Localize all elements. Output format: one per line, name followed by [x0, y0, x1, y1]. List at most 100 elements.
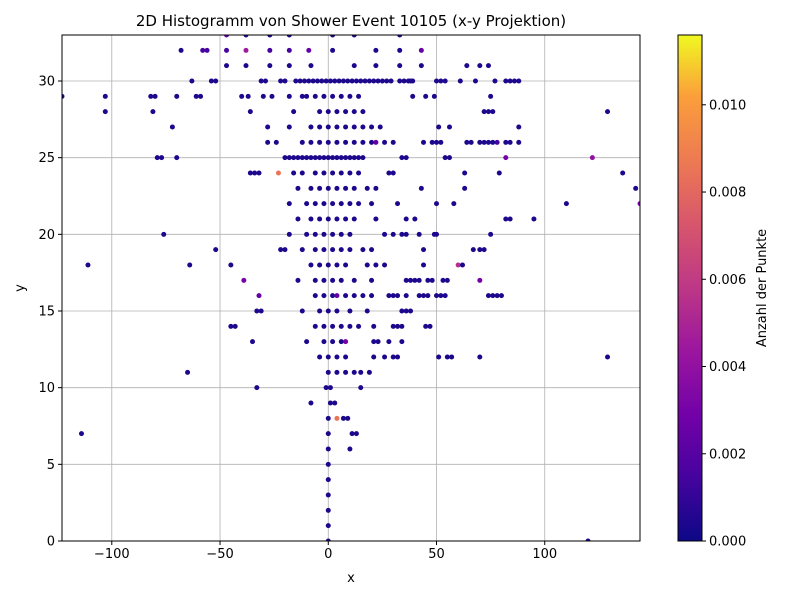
data-point: [434, 201, 440, 207]
data-point: [295, 216, 301, 222]
data-point: [295, 277, 301, 283]
data-point: [185, 369, 191, 375]
data-point: [267, 35, 273, 38]
data-point: [338, 93, 344, 99]
data-point: [481, 109, 487, 115]
data-point: [347, 93, 353, 99]
data-point: [373, 262, 379, 268]
data-point: [247, 170, 253, 176]
data-point: [377, 124, 383, 130]
data-point: [382, 139, 388, 145]
chart-title: 2D Histogramm von Shower Event 10105 (x-…: [136, 12, 566, 30]
data-point: [312, 93, 318, 99]
data-point: [299, 155, 305, 161]
data-point: [408, 277, 414, 283]
data-point: [332, 78, 338, 84]
data-point: [351, 139, 357, 145]
data-point: [325, 216, 331, 222]
data-point: [390, 139, 396, 145]
data-point: [434, 231, 440, 237]
data-point: [102, 93, 108, 99]
data-point: [403, 231, 409, 237]
data-point: [204, 47, 210, 53]
data-point: [334, 185, 340, 191]
data-point: [325, 185, 331, 191]
data-point: [347, 323, 353, 329]
data-point: [351, 109, 357, 115]
data-point: [286, 63, 292, 69]
data-point: [585, 538, 591, 541]
data-point: [334, 216, 340, 222]
data-point: [485, 293, 491, 299]
data-point: [304, 339, 310, 345]
data-point: [444, 354, 450, 360]
data-point: [418, 47, 424, 53]
data-point: [386, 293, 392, 299]
data-point: [351, 293, 357, 299]
data-point: [254, 308, 260, 314]
data-point: [349, 78, 355, 84]
data-point: [321, 170, 327, 176]
data-point: [490, 109, 496, 115]
data-point: [563, 201, 569, 207]
data-point: [360, 155, 366, 161]
data-point: [334, 155, 340, 161]
y-tick-label: 30: [38, 75, 55, 90]
x-tick-label: 0: [324, 547, 332, 562]
data-point: [102, 109, 108, 115]
data-point: [317, 354, 323, 360]
data-point: [198, 93, 204, 99]
data-point: [299, 93, 305, 99]
data-point: [338, 247, 344, 253]
data-point: [338, 170, 344, 176]
data-point: [347, 446, 353, 452]
data-point: [286, 35, 292, 38]
data-point: [401, 78, 407, 84]
data-point: [312, 170, 318, 176]
data-point: [299, 247, 305, 253]
data-point: [399, 155, 405, 161]
data-point: [457, 78, 463, 84]
data-point: [323, 78, 329, 84]
data-point: [332, 400, 338, 406]
data-point: [304, 93, 310, 99]
data-point: [208, 78, 214, 84]
data-point: [343, 109, 349, 115]
colorbar-tick-label: 0.006: [709, 273, 746, 288]
data-point: [267, 63, 273, 69]
data-point: [431, 93, 437, 99]
data-point: [397, 35, 403, 38]
data-point: [286, 124, 292, 130]
data-point: [366, 369, 372, 375]
data-point: [340, 415, 346, 421]
data-point: [327, 400, 333, 406]
data-point: [241, 277, 247, 283]
data-point: [343, 216, 349, 222]
data-point: [605, 109, 611, 115]
data-point: [200, 47, 206, 53]
x-axis-ticks: −100 −50 0 50 100: [94, 541, 557, 562]
data-point: [379, 78, 385, 84]
data-point: [477, 354, 483, 360]
data-point: [403, 155, 409, 161]
data-point: [148, 93, 154, 99]
data-point: [464, 63, 470, 69]
data-point: [174, 155, 180, 161]
data-point: [494, 139, 500, 145]
data-point: [395, 323, 401, 329]
data-point: [308, 139, 314, 145]
data-point: [349, 431, 355, 437]
data-point: [347, 201, 353, 207]
data-point: [317, 216, 323, 222]
data-point: [356, 93, 362, 99]
data-point: [275, 170, 281, 176]
data-point: [306, 47, 312, 53]
data-point: [213, 247, 219, 253]
data-point: [440, 277, 446, 283]
data-point: [408, 308, 414, 314]
data-point: [353, 78, 359, 84]
data-point: [351, 277, 357, 283]
data-point: [384, 78, 390, 84]
data-point: [373, 185, 379, 191]
grid-lines: [62, 35, 640, 542]
